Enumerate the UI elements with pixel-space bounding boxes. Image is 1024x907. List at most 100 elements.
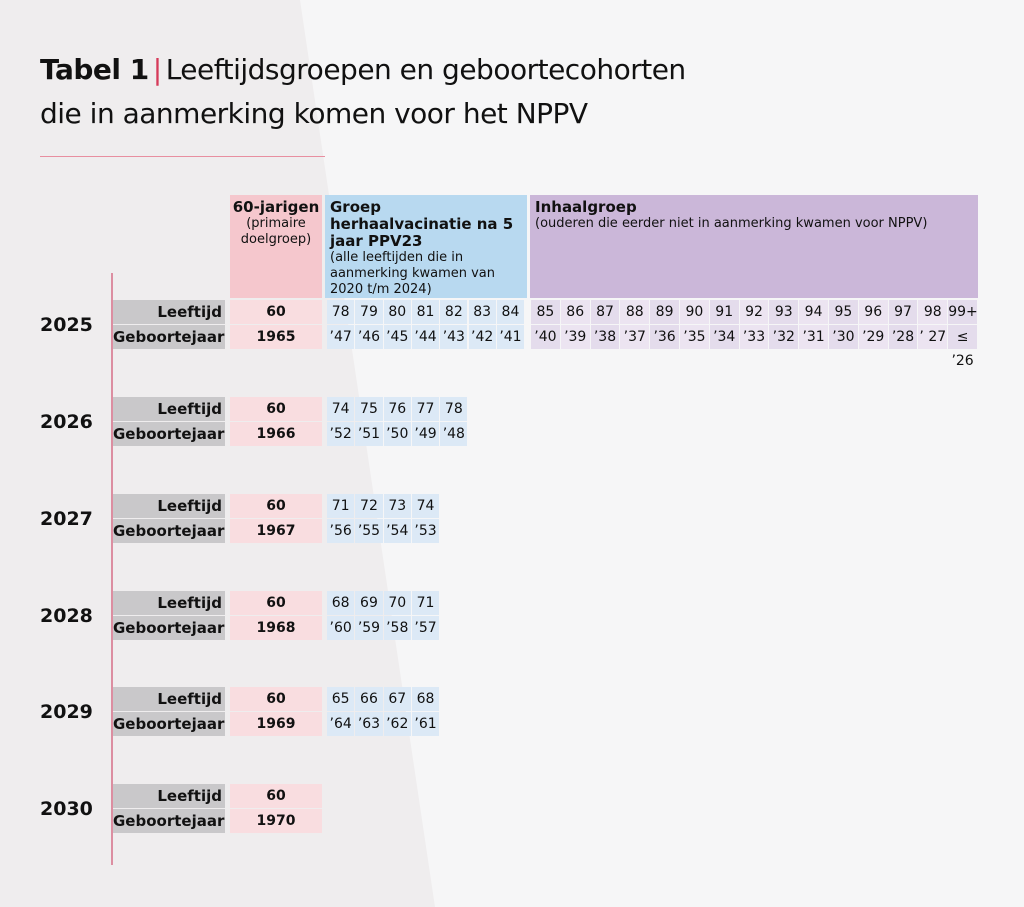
revaccination-birth-cell: ’49	[411, 422, 440, 446]
catchup-birth-cell: ’38	[590, 325, 620, 349]
row-label-birth-year: Geboortejaar	[113, 712, 225, 736]
revaccination-age-cell: 83	[468, 300, 496, 324]
catchup-birth-cell: ’28	[888, 325, 918, 349]
revaccination-age-cell: 72	[355, 494, 383, 518]
catchup-birth-cell: ’33	[739, 325, 769, 349]
catchup-age-cell: 90	[680, 300, 709, 324]
catchup-birth-cell: ’30	[829, 325, 858, 349]
catchup-age-cell: 94	[799, 300, 828, 324]
header-primary-sub: (primaire doelgroep)	[240, 216, 312, 247]
revaccination-age-cell: 82	[440, 300, 468, 324]
primary-birth-cell: 1970	[230, 809, 322, 833]
revaccination-birth-cell: ’46	[355, 325, 383, 349]
title-separator: |	[152, 53, 162, 86]
primary-birth-cell: 1965	[230, 325, 322, 349]
row-label-age: Leeftijd	[113, 397, 225, 421]
header-revaccination-title: Groep herhaalvacinatie na 5 jaar PPV23	[330, 198, 514, 250]
catchup-age-cell: 97	[888, 300, 918, 324]
revaccination-birth-cell: ’64	[327, 712, 355, 736]
header-catchup-sub: (ouderen die eerder niet in aanmerking k…	[535, 216, 928, 231]
revaccination-age-cell: 80	[383, 300, 411, 324]
catchup-age-cell: 91	[709, 300, 739, 324]
catchup-age-cell: 93	[769, 300, 799, 324]
revaccination-age-cell: 68	[411, 687, 440, 711]
revaccination-birth-cell: ’60	[327, 616, 355, 640]
revaccination-birth-cell: ’48	[440, 422, 468, 446]
revaccination-birth-cell: ’41	[496, 325, 525, 349]
revaccination-birth-cell: ’52	[327, 422, 355, 446]
catchup-age-cell: 87	[590, 300, 620, 324]
year-label: 2028	[40, 605, 93, 627]
revaccination-age-cell: 84	[496, 300, 525, 324]
revaccination-age-cell: 79	[355, 300, 383, 324]
revaccination-birth-cell: ’44	[411, 325, 440, 349]
row-label-birth-year: Geboortejaar	[113, 519, 225, 543]
year-label: 2026	[40, 411, 93, 433]
year-label: 2030	[40, 798, 93, 820]
catchup-birth-cell: ’35	[680, 325, 709, 349]
primary-birth-cell: 1968	[230, 616, 322, 640]
catchup-birth-cell: ’31	[799, 325, 828, 349]
revaccination-birth-cell: ’47	[327, 325, 355, 349]
revaccination-birth-cell: ’51	[355, 422, 383, 446]
catchup-age-cell: 96	[858, 300, 888, 324]
primary-birth-cell: 1967	[230, 519, 322, 543]
revaccination-birth-cell: ’62	[383, 712, 411, 736]
revaccination-birth-cell: ’54	[383, 519, 411, 543]
title-line-2: die in aanmerking komen voor het NPPV	[40, 97, 588, 130]
revaccination-age-cell: 76	[383, 397, 411, 421]
revaccination-age-cell: 68	[327, 591, 355, 615]
revaccination-age-cell: 78	[327, 300, 355, 324]
header-revaccination-sub: (alle leeftijden die in aanmerking kwame…	[330, 250, 496, 297]
primary-age-cell: 60	[230, 397, 322, 421]
catchup-birth-cell: ≤ ’26	[948, 325, 977, 369]
revaccination-age-cell: 74	[327, 397, 355, 421]
revaccination-age-cell: 66	[355, 687, 383, 711]
header-catchup-title: Inhaalgroep	[535, 198, 637, 216]
revaccination-birth-cell: ’42	[468, 325, 496, 349]
revaccination-birth-cell: ’58	[383, 616, 411, 640]
row-label-age: Leeftijd	[113, 300, 225, 324]
catchup-age-cell: 86	[560, 300, 590, 324]
revaccination-birth-cell: ’57	[411, 616, 440, 640]
row-label-birth-year: Geboortejaar	[113, 809, 225, 833]
catchup-birth-cell: ’ 27	[918, 325, 948, 349]
revaccination-age-cell: 81	[411, 300, 440, 324]
timeline-line	[111, 273, 113, 865]
revaccination-birth-cell: ’61	[411, 712, 440, 736]
revaccination-birth-cell: ’55	[355, 519, 383, 543]
row-label-birth-year: Geboortejaar	[113, 422, 225, 446]
revaccination-age-cell: 74	[411, 494, 440, 518]
revaccination-age-cell: 73	[383, 494, 411, 518]
primary-age-cell: 60	[230, 591, 322, 615]
catchup-birth-cell: ’32	[769, 325, 799, 349]
page-title: Tabel 1 | Leeftijdsgroepen en geboortecoho…	[40, 48, 686, 136]
header-catchup-group: Inhaalgroep (ouderen die eerder niet in …	[530, 195, 978, 298]
row-label-age: Leeftijd	[113, 591, 225, 615]
row-label-age: Leeftijd	[113, 494, 225, 518]
primary-birth-cell: 1969	[230, 712, 322, 736]
revaccination-age-cell: 71	[411, 591, 440, 615]
header-primary-title: 60-jarigen	[232, 198, 320, 216]
catchup-age-cell: 92	[739, 300, 769, 324]
table-number: Tabel 1	[40, 53, 149, 86]
title-line-1: Leeftijdsgroepen en geboortecohorten	[165, 53, 687, 86]
revaccination-age-cell: 78	[440, 397, 468, 421]
catchup-age-cell: 88	[620, 300, 650, 324]
revaccination-birth-cell: ’53	[411, 519, 440, 543]
title-divider	[40, 156, 325, 157]
revaccination-age-cell: 65	[327, 687, 355, 711]
revaccination-birth-cell: ’43	[440, 325, 468, 349]
revaccination-birth-cell: ’50	[383, 422, 411, 446]
revaccination-birth-cell: ’56	[327, 519, 355, 543]
revaccination-age-cell: 75	[355, 397, 383, 421]
primary-age-cell: 60	[230, 494, 322, 518]
revaccination-age-cell: 77	[411, 397, 440, 421]
row-label-age: Leeftijd	[113, 687, 225, 711]
revaccination-birth-cell: ’63	[355, 712, 383, 736]
catchup-age-cell: 95	[829, 300, 858, 324]
primary-age-cell: 60	[230, 300, 322, 324]
catchup-birth-cell: ’40	[531, 325, 560, 349]
catchup-age-cell: 89	[650, 300, 679, 324]
